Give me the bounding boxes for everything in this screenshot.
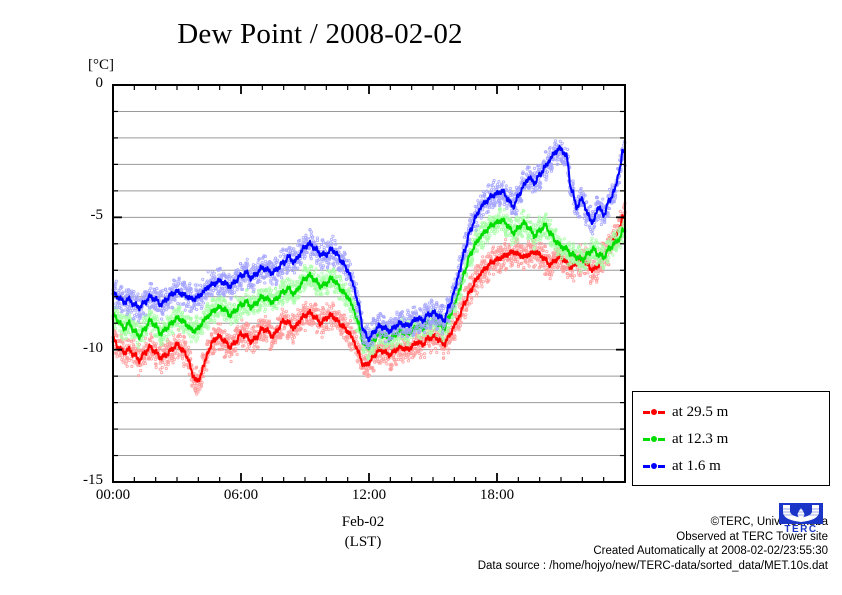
legend-item[interactable]: at 12.3 m	[643, 426, 728, 452]
legend-item[interactable]: at 29.5 m	[643, 399, 728, 425]
footer-site: Observed at TERC Tower site	[676, 530, 828, 543]
x-tick-label: 06:00	[223, 487, 259, 503]
y-tick-label: -15	[83, 472, 103, 488]
footer-copyright: ©TERC, Univ. Tsukuba	[710, 516, 828, 528]
legend-label: at 29.5 m	[672, 403, 729, 420]
footer-credits: ©TERC, Univ. Tsukuba Observed at TERC To…	[408, 515, 828, 573]
legend-label: at 1.6 m	[672, 457, 721, 474]
terc-logo: TERC	[779, 503, 823, 533]
legend: at 29.5 m at 12.3 m at 1.6 m	[632, 391, 830, 486]
x-axis-title: Feb-02 (LST)	[303, 512, 423, 552]
legend-swatch-icon	[643, 408, 665, 417]
y-axis-unit-label: [°C]	[88, 57, 114, 73]
series-at-12-3-m	[111, 207, 627, 361]
x-axis-timezone: (LST)	[344, 534, 382, 550]
footer-created: Created Automatically at 2008-02-02/23:5…	[593, 545, 828, 557]
page-title: Dew Point / 2008-02-02	[177, 18, 463, 50]
legend-swatch-icon	[643, 462, 665, 471]
x-tick-label: 18:00	[479, 487, 515, 503]
x-axis-date: Feb-02	[341, 514, 385, 530]
series-at-1-6-m	[111, 139, 627, 350]
y-tick-label: -5	[90, 207, 104, 224]
y-tick-label: -10	[83, 339, 103, 356]
legend-label: at 12.3 m	[672, 430, 729, 447]
x-tick-label: 12:00	[351, 487, 387, 503]
y-tick-label: 0	[95, 75, 104, 91]
legend-swatch-icon	[643, 435, 665, 444]
x-tick-label: 00:00	[95, 487, 131, 503]
footer-datasource: Data source : /home/hojyo/new/TERC-data/…	[477, 559, 828, 572]
legend-item[interactable]: at 1.6 m	[643, 453, 721, 479]
